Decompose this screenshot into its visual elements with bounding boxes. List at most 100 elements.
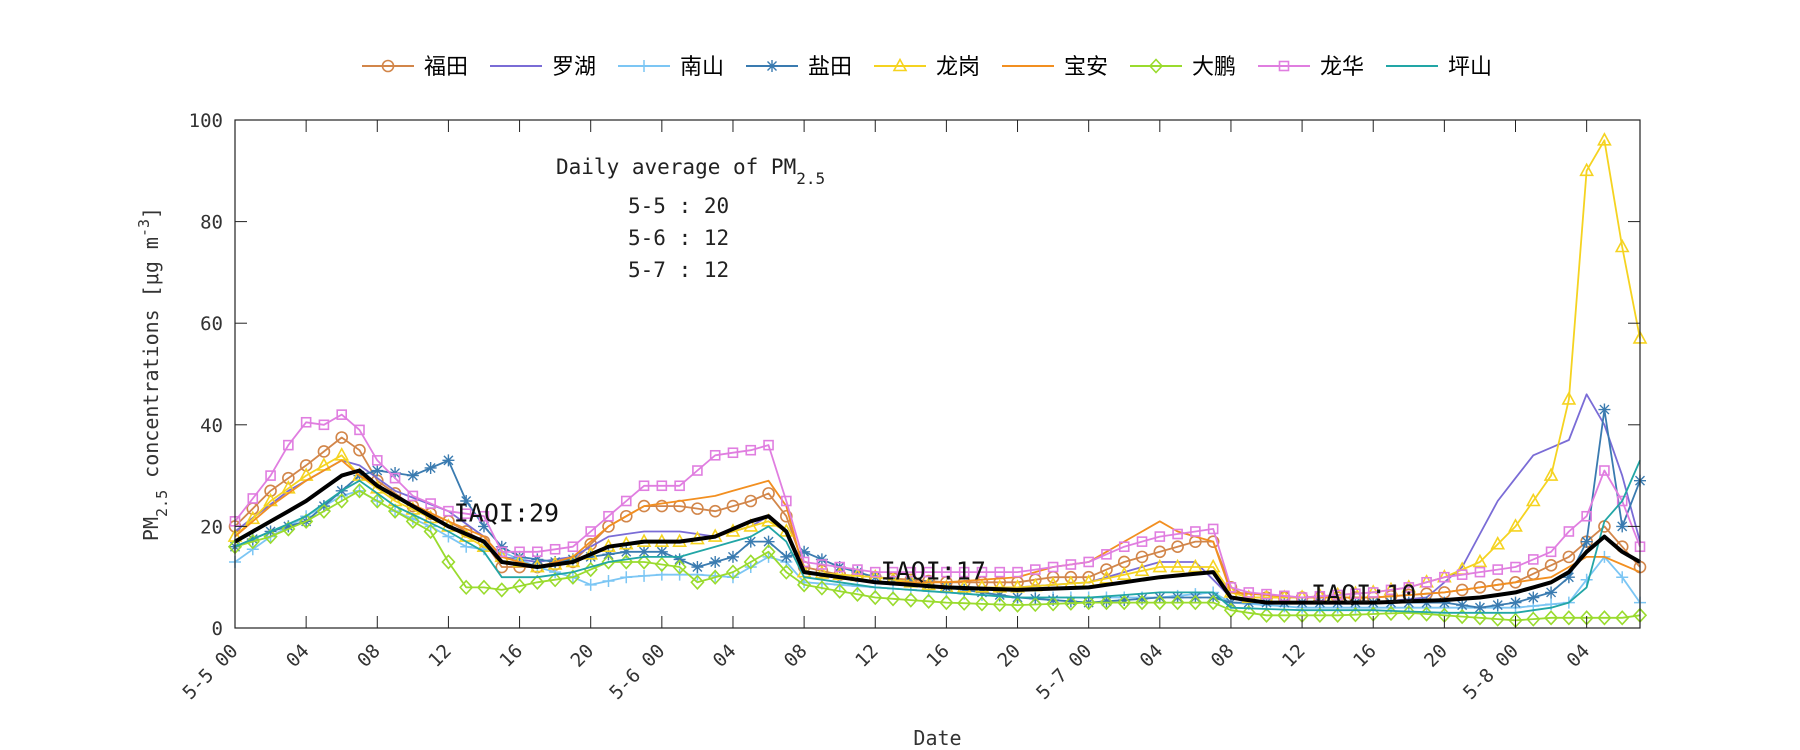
data-point bbox=[620, 571, 633, 584]
data-point bbox=[1243, 587, 1255, 598]
data-point bbox=[1206, 594, 1221, 611]
data-point bbox=[425, 498, 436, 509]
data-point bbox=[727, 447, 739, 459]
data-point bbox=[336, 409, 348, 420]
legend-entry-1: 罗湖 bbox=[490, 55, 596, 80]
data-point bbox=[283, 439, 294, 451]
data-point bbox=[762, 535, 775, 548]
data-point bbox=[1421, 576, 1432, 588]
legend-label: 盐田 bbox=[808, 55, 852, 80]
data-point bbox=[300, 416, 312, 428]
data-point bbox=[477, 520, 490, 533]
data-point bbox=[1190, 526, 1201, 537]
data-point bbox=[674, 480, 685, 492]
data-point bbox=[1172, 528, 1183, 540]
data-point bbox=[389, 472, 401, 484]
data-point bbox=[1472, 553, 1488, 568]
data-point bbox=[779, 564, 794, 580]
data-point bbox=[1474, 566, 1486, 578]
legend-entry-6: 大鹏 bbox=[1130, 55, 1236, 80]
data-point bbox=[1277, 607, 1292, 623]
data-point bbox=[1439, 571, 1450, 583]
legend-marker bbox=[766, 60, 778, 72]
data-point bbox=[1597, 132, 1612, 146]
chart-legend: 福田 罗湖 南山 盐田 龙岗 宝安 大鹏 龙华 坪山 bbox=[362, 55, 1492, 80]
data-point bbox=[1580, 535, 1593, 548]
series-7 bbox=[229, 409, 1646, 603]
legend-marker bbox=[892, 57, 908, 72]
data-point bbox=[247, 493, 259, 504]
data-point bbox=[780, 509, 793, 523]
data-point bbox=[957, 595, 972, 611]
data-point bbox=[548, 572, 563, 588]
data-point bbox=[1455, 608, 1470, 625]
data-point bbox=[1562, 550, 1576, 564]
y-label-sup: -3 bbox=[135, 219, 153, 237]
data-point bbox=[816, 559, 828, 570]
data-point bbox=[1083, 556, 1094, 568]
data-point bbox=[743, 518, 759, 532]
daily-average-5-6: 5-6 : 12 bbox=[628, 226, 729, 250]
data-point bbox=[814, 580, 829, 596]
data-point bbox=[656, 480, 668, 492]
legend-label: 坪山 bbox=[1448, 55, 1492, 80]
data-point bbox=[691, 502, 704, 515]
data-point bbox=[743, 554, 758, 570]
daily-average-title-sub: 2.5 bbox=[796, 169, 825, 188]
data-point bbox=[620, 495, 632, 507]
legend-label: 罗湖 bbox=[552, 55, 596, 80]
data-point bbox=[265, 470, 276, 481]
data-point bbox=[354, 424, 365, 436]
data-point bbox=[1225, 582, 1237, 593]
data-point bbox=[993, 588, 1006, 601]
data-point bbox=[460, 540, 473, 553]
data-point bbox=[1171, 540, 1184, 554]
legend-entry-3: 盐田 bbox=[746, 55, 852, 80]
data-point bbox=[1206, 535, 1220, 548]
daily-average-5-5: 5-5 : 20 bbox=[628, 194, 729, 218]
data-point bbox=[1348, 606, 1363, 623]
data-point bbox=[1136, 536, 1148, 547]
legend-entry-0: 福田 bbox=[362, 55, 468, 80]
data-point bbox=[494, 582, 509, 598]
data-point bbox=[868, 589, 883, 606]
data-point bbox=[514, 546, 525, 558]
data-point bbox=[1065, 559, 1077, 570]
data-point bbox=[939, 594, 954, 611]
data-point bbox=[1010, 597, 1025, 613]
data-point bbox=[299, 513, 314, 529]
data-point bbox=[619, 509, 633, 523]
y-label-end: ] bbox=[139, 207, 163, 219]
data-point bbox=[335, 431, 349, 444]
data-point bbox=[1561, 610, 1576, 626]
legend-entry-4: 龙岗 bbox=[874, 55, 980, 80]
data-point bbox=[371, 455, 383, 466]
data-point bbox=[584, 550, 597, 563]
data-point bbox=[460, 495, 473, 507]
data-point bbox=[1135, 550, 1149, 564]
data-point bbox=[424, 461, 437, 474]
data-point bbox=[1599, 465, 1610, 476]
data-point bbox=[992, 596, 1007, 613]
data-point bbox=[263, 528, 278, 545]
data-point bbox=[638, 569, 651, 582]
data-point bbox=[744, 535, 757, 548]
plot-frame bbox=[234, 119, 1641, 629]
data-point bbox=[1385, 584, 1397, 596]
data-point bbox=[1261, 588, 1272, 600]
data-point bbox=[1241, 605, 1256, 621]
data-point bbox=[1136, 592, 1149, 605]
legend-marker bbox=[1278, 60, 1290, 72]
legend-label: 宝安 bbox=[1064, 55, 1108, 80]
data-point bbox=[851, 566, 864, 579]
data-point bbox=[442, 530, 455, 543]
legend-entry-2: 南山 bbox=[618, 55, 724, 80]
data-point bbox=[1403, 582, 1415, 593]
data-point bbox=[1330, 607, 1345, 623]
data-point bbox=[638, 480, 650, 492]
series-layer bbox=[227, 132, 1648, 629]
data-point bbox=[1438, 596, 1451, 609]
data-point bbox=[923, 566, 934, 578]
data-point bbox=[1579, 162, 1594, 177]
